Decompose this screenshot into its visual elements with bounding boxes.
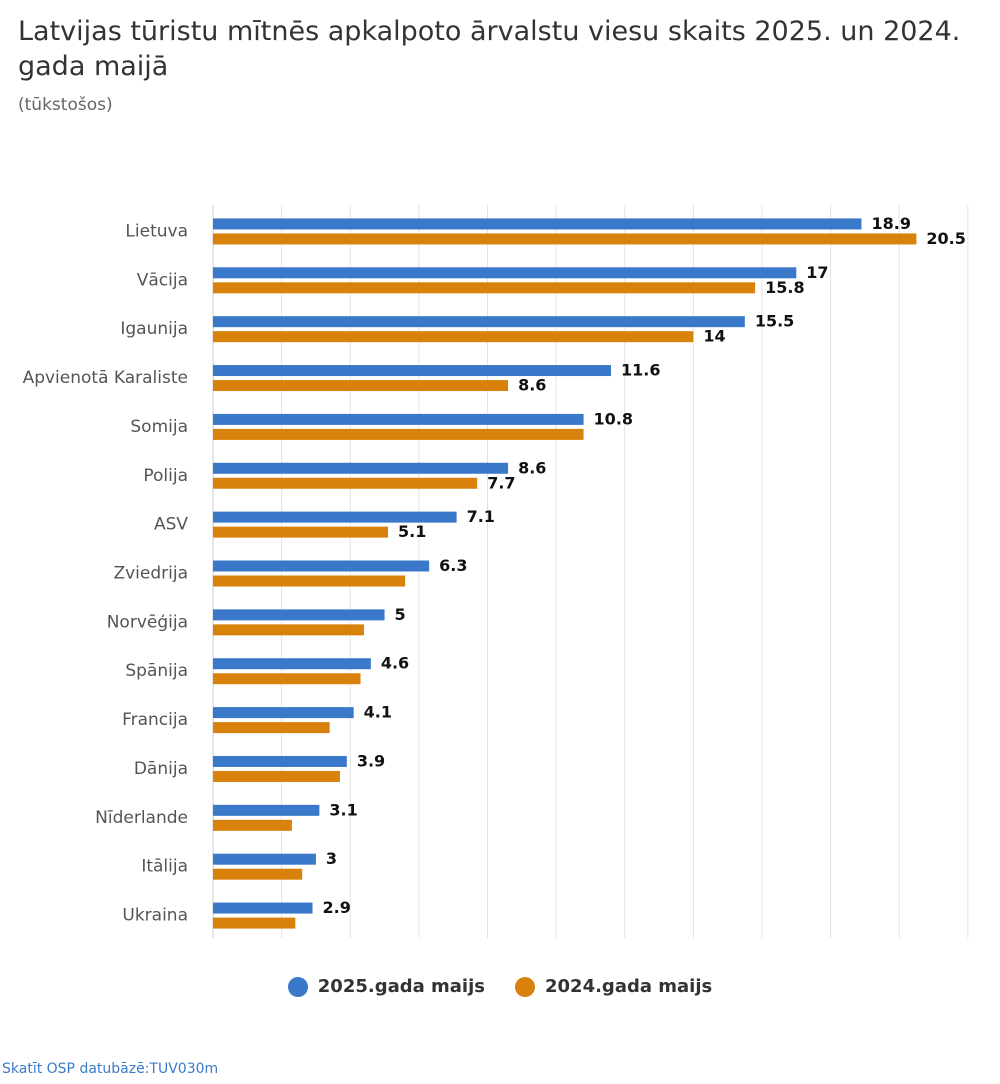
legend: 2025.gada maijs 2024.gada maijs [0, 976, 1000, 997]
data-label-2025: 3.1 [329, 800, 357, 819]
data-label-2024: 20.5 [926, 229, 965, 248]
data-label-2024: 8.6 [518, 376, 546, 395]
data-label-2025: 17 [806, 263, 828, 282]
bar-2025 [213, 511, 457, 523]
category-label: Dānija [134, 759, 188, 779]
legend-marker-2024 [515, 976, 535, 997]
legend-label-2024: 2024.gada maijs [545, 976, 713, 997]
category-label: Spānija [125, 661, 188, 681]
category-label: Norvēģija [107, 612, 188, 632]
legend-item-2024[interactable]: 2024.gada maijs [515, 976, 712, 997]
data-label-2025: 4.6 [381, 654, 409, 673]
bar-2024 [213, 624, 364, 636]
bar-2024 [213, 917, 296, 929]
category-label: Somija [130, 417, 188, 437]
category-label: Polija [143, 466, 188, 486]
bar-2024 [213, 477, 478, 489]
source-link[interactable]: Skatīt OSP datubāzē:TUV030m [2, 1061, 219, 1077]
category-label: Ukraina [122, 906, 188, 926]
category-label: Zviedrija [113, 564, 188, 584]
bar-2025 [213, 755, 347, 767]
bar-2025 [213, 804, 320, 816]
bar-2024 [213, 331, 694, 343]
category-label: Apvienotā Karaliste [23, 368, 188, 388]
data-label-2025: 11.6 [621, 361, 660, 380]
data-label-2025: 4.1 [364, 703, 392, 722]
bar-2024 [213, 722, 330, 734]
legend-label-2025: 2025.gada maijs [317, 976, 485, 997]
bar-2025 [213, 609, 385, 621]
bar-2024 [213, 575, 406, 587]
category-label: Nīderlande [95, 808, 188, 828]
bar-2025 [213, 365, 612, 377]
category-label: Itālija [141, 857, 188, 877]
category-label: Vācija [137, 270, 188, 290]
data-label-2025: 18.9 [871, 214, 910, 233]
data-label-2025: 8.6 [518, 458, 546, 477]
chart-subtitle: (tūkstošos) [18, 95, 113, 115]
bar-2025 [213, 267, 797, 279]
legend-marker-2025 [287, 976, 308, 997]
data-label-2025: 15.5 [755, 312, 794, 331]
bar-2025 [213, 902, 313, 914]
data-label-2025: 6.3 [439, 556, 467, 575]
data-label-2024: 7.7 [487, 473, 515, 492]
bar-2024 [213, 673, 361, 685]
bar-2025 [213, 413, 584, 425]
data-label-2025: 5 [395, 605, 406, 624]
bar-2024 [213, 233, 917, 245]
category-label: ASV [154, 515, 188, 535]
data-label-2025: 3.9 [357, 751, 385, 770]
bar-2025 [213, 707, 354, 719]
bar-2024 [213, 282, 756, 294]
bar-2024 [213, 526, 388, 538]
bar-2024 [213, 770, 340, 782]
bar-2025 [213, 316, 745, 328]
bar-2025 [213, 853, 316, 865]
chart-title: Latvijas tūristu mītnēs apkalpoto ārvals… [18, 16, 961, 82]
bar-2025 [213, 658, 371, 670]
bar-2024 [213, 380, 509, 392]
bar-2025 [213, 218, 862, 230]
legend-item-2025[interactable]: 2025.gada maijs [287, 976, 485, 997]
data-label-2025: 2.9 [323, 898, 351, 917]
data-label-2025: 3 [326, 849, 337, 868]
bar-2024 [213, 819, 292, 831]
category-label: Igaunija [120, 319, 188, 339]
bar-2024 [213, 428, 584, 440]
bar-2024 [213, 868, 303, 880]
data-label-2024: 15.8 [765, 278, 804, 297]
category-label: Francija [122, 710, 188, 730]
data-label-2024: 14 [703, 327, 725, 346]
data-label-2024: 5.1 [398, 522, 426, 541]
bar-2025 [213, 560, 430, 572]
data-label-2025: 10.8 [594, 409, 633, 428]
bar-2025 [213, 462, 509, 474]
data-label-2025: 7.1 [467, 507, 495, 526]
category-label: Lietuva [125, 221, 188, 241]
